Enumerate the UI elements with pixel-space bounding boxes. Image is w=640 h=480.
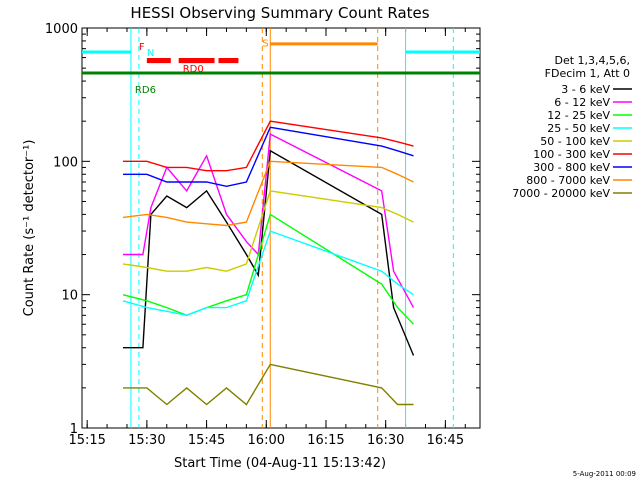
legend-entry-label: 7000 - 20000 keV [512,187,610,200]
x-tick-label: 15:30 [128,433,165,448]
series-lines [122,120,415,406]
legend-header-line-1: Det 1,3,4,5,6, [554,54,630,67]
flag-label-rd0: RD0 [183,64,204,75]
series-line-1 [123,133,415,308]
series-line-4 [122,190,414,272]
legend: Det 1,3,4,5,6, FDecim 1, Att 0 3 - 6 keV… [512,54,632,200]
flag-label-rd6: RD6 [135,85,156,96]
y-tick-label: 1000 [45,22,78,37]
y-tick-label: 1 [70,422,78,437]
y-tick-label: 100 [53,155,78,170]
legend-entry-label: 25 - 50 keV [547,122,610,135]
series-line-2 [122,213,415,325]
x-tick-label: 16:30 [367,433,404,448]
y-tick-label: 10 [61,289,78,304]
series-line-5 [123,120,414,172]
legend-entry-label: 3 - 6 keV [561,83,610,96]
flag-label-s: S [262,38,268,49]
flag-label-n: N [147,48,154,59]
footer-date: 5-Aug-2011 00:09 [573,470,636,478]
flag-bars: NF RD0 RD6 S [82,38,480,96]
series-line-6 [123,126,414,188]
series-line-8 [123,363,414,406]
legend-entry-label: 12 - 25 keV [547,109,610,122]
x-tick-label: 16:45 [427,433,464,448]
series-line-3 [122,230,414,317]
x-tick-label: 15:45 [188,433,225,448]
legend-entry-label: 300 - 800 keV [533,161,610,174]
y-axis-label: Count Rate (s⁻¹ detector⁻¹) [22,140,37,317]
chart-title: HESSI Observing Summary Count Rates [130,4,429,22]
x-tick-label: 16:15 [307,433,344,448]
legend-entry-label: 50 - 100 keV [540,135,610,148]
legend-entry-label: 6 - 12 keV [554,96,610,109]
flag-label-f: F [139,42,145,53]
plot-frame [81,27,481,429]
legend-entry-label: 800 - 7000 keV [526,174,610,187]
legend-entry-label: 100 - 300 keV [533,148,610,161]
series-line-7 [122,160,414,227]
x-tick-label: 15:15 [68,433,105,448]
x-axis-label: Start Time (04-Aug-11 15:13:42) [174,456,386,471]
x-axis-ticks: 15:15 15:30 15:45 16:00 16:15 16:30 16:45 [68,28,466,448]
y-axis-ticks: 1 10 100 1000 [45,22,480,437]
x-tick-label: 16:00 [248,433,285,448]
legend-header-line-2: FDecim 1, Att 0 [545,67,630,80]
